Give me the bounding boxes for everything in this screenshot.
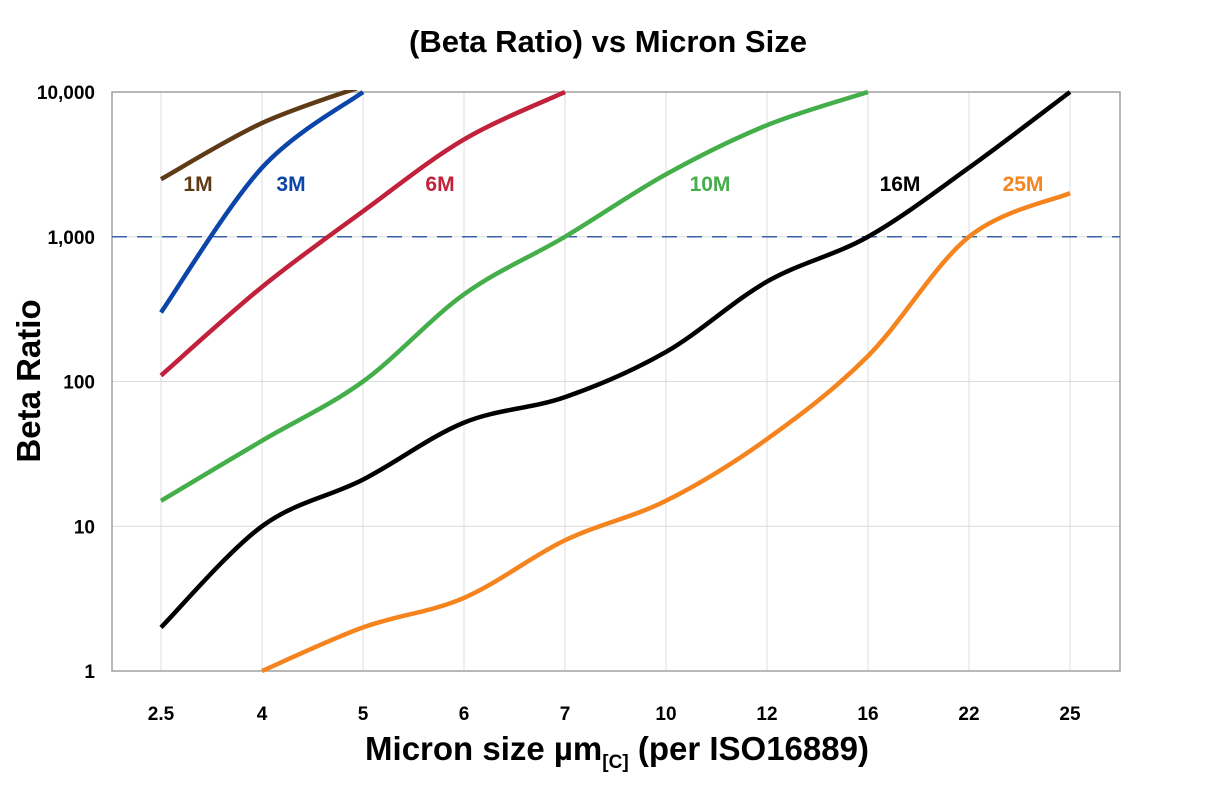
series-line-16M — [159, 90, 1072, 630]
y-tick-label: 1,000 — [47, 228, 95, 249]
series-label-10M: 10M — [690, 173, 731, 196]
series-label-25M: 25M — [1003, 173, 1044, 196]
x-tick-labels: 2.5 4 5 6 7 10 12 16 22 25 — [148, 704, 1081, 725]
y-tick-labels: 1 10 100 1,000 10,000 — [37, 83, 96, 683]
series-line-25M — [261, 191, 1071, 673]
x-axis-label-suffix: (per ISO16889) — [629, 730, 869, 767]
x-tick-label: 6 — [459, 704, 470, 725]
series-line-6M — [159, 90, 566, 378]
x-axis-label: Micron size µm[C] (per ISO16889) — [365, 730, 869, 773]
series-lines — [159, 90, 1072, 673]
x-tick-label: 10 — [655, 704, 676, 725]
x-tick-label: 7 — [560, 704, 571, 725]
y-tick-label: 1 — [84, 662, 95, 683]
series-label-6M: 6M — [425, 173, 454, 196]
plot-frame — [111, 91, 1121, 672]
series-line-10M — [159, 90, 869, 503]
series-labels: 1M 3M 6M 10M 16M 25M — [183, 173, 1043, 196]
x-tick-label: 12 — [756, 704, 777, 725]
x-tick-label: 5 — [358, 704, 369, 725]
gridlines — [112, 91, 1120, 672]
x-tick-label: 2.5 — [148, 704, 175, 725]
x-axis-label-main: Micron size µm — [365, 730, 602, 767]
series-line-1M — [159, 90, 359, 182]
y-axis-label: Beta Ratio — [10, 299, 47, 462]
series-label-1M: 1M — [183, 173, 212, 196]
chart-title: (Beta Ratio) vs Micron Size — [409, 24, 807, 59]
series-line-3M — [159, 90, 365, 314]
series-label-3M: 3M — [276, 173, 305, 196]
x-tick-label: 25 — [1059, 704, 1081, 725]
y-tick-label: 10,000 — [37, 83, 95, 104]
x-tick-label: 4 — [257, 704, 268, 725]
series-label-16M: 16M — [880, 173, 921, 196]
y-tick-label: 10 — [74, 517, 95, 538]
x-axis-label-subscript: [C] — [602, 752, 628, 773]
x-tick-label: 16 — [857, 704, 878, 725]
y-tick-label: 100 — [63, 373, 95, 394]
x-tick-label: 22 — [958, 704, 979, 725]
